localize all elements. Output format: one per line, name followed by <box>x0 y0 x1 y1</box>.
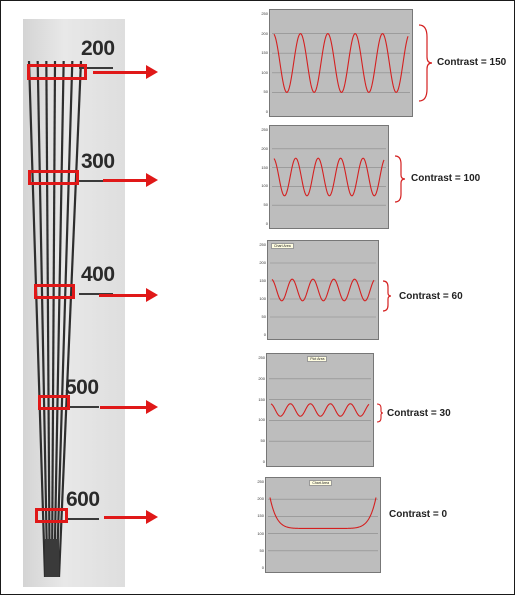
brace-100 <box>394 155 406 203</box>
resolution-label-400: 400 <box>81 263 115 286</box>
chart-area-tag: Chart Area <box>271 243 294 249</box>
y-tick-label: 200 <box>261 145 268 151</box>
chart-area-tag: Plot Area <box>307 356 328 362</box>
y-tick-label: 150 <box>261 164 268 170</box>
y-tick-label: 50 <box>259 547 264 553</box>
arrow-head <box>146 510 158 524</box>
profile-plot-contrast-60: 250 200 150 100 50 0 Chart Area <box>259 240 379 340</box>
label-underline <box>65 518 99 520</box>
y-tick-label: 100 <box>257 530 264 536</box>
contrast-label-150: Contrast = 150 <box>437 57 507 68</box>
arrow-shaft <box>93 71 147 74</box>
y-tick-label: 50 <box>260 438 265 444</box>
roi-box-200 <box>27 64 87 80</box>
roi-box-300 <box>28 170 79 185</box>
y-tick-label: 150 <box>259 278 266 283</box>
y-tick-label: 250 <box>261 11 268 16</box>
y-tick-label: 100 <box>261 183 268 189</box>
plot-svg <box>272 148 386 206</box>
y-tick-label: 50 <box>261 314 266 319</box>
contrast-label-60: Contrast = 60 <box>399 291 463 302</box>
y-tick-label: 0 <box>265 109 268 114</box>
arrow-shaft <box>103 179 147 182</box>
intensity-profile-line <box>270 403 370 417</box>
y-tick-label: 250 <box>257 479 264 484</box>
arrow-head <box>146 173 158 187</box>
contrast-label-100: Contrast = 100 <box>411 173 481 184</box>
arrow-shaft <box>100 406 147 409</box>
resolution-label-600: 600 <box>66 488 100 511</box>
y-tick-label: 150 <box>257 513 264 519</box>
brace-60 <box>382 280 392 312</box>
resolution-label-500: 500 <box>65 376 99 399</box>
y-tick-label: 50 <box>263 89 268 95</box>
y-tick-label: 0 <box>261 565 264 570</box>
intensity-profile-line <box>273 157 385 197</box>
profile-plot-contrast-30: 250 200 150 100 50 0 Plot Area <box>258 353 374 467</box>
y-tick-label: 150 <box>261 50 268 56</box>
y-tick-label: 50 <box>263 202 268 208</box>
arrow-shaft <box>99 294 147 297</box>
label-underline <box>65 406 99 408</box>
wedge-line <box>53 60 65 578</box>
y-tick-label: 200 <box>259 260 266 265</box>
wedge-line <box>45 60 51 578</box>
roi-box-600 <box>35 508 68 523</box>
brace-150 <box>418 24 433 102</box>
y-tick-label: 250 <box>261 127 268 132</box>
intensity-profile-line <box>269 497 377 529</box>
intensity-profile-line <box>271 278 375 302</box>
plot-svg <box>272 32 410 94</box>
wedge-line <box>27 60 47 578</box>
brace-30 <box>376 403 384 423</box>
roi-box-400 <box>34 284 75 299</box>
resolution-label-200: 200 <box>81 37 115 60</box>
contrast-label-30: Contrast = 30 <box>387 408 451 419</box>
label-underline <box>79 180 113 182</box>
profile-plot-contrast-100: 250 200 150 100 50 0 <box>261 125 389 229</box>
plot-svg <box>270 262 376 318</box>
y-tick-label: 150 <box>258 396 265 402</box>
resolution-label-300: 300 <box>81 150 115 173</box>
y-tick-label: 250 <box>258 355 265 360</box>
label-underline <box>79 67 113 69</box>
arrow-head <box>146 288 158 302</box>
y-tick-label: 100 <box>261 69 268 75</box>
y-tick-label: 0 <box>263 332 266 337</box>
arrow-head <box>146 400 158 414</box>
line-pair-wedge <box>27 60 83 578</box>
wedge-merge <box>45 539 59 577</box>
y-tick-label: 200 <box>258 375 265 381</box>
wedge-line <box>36 60 49 578</box>
plot-svg <box>268 497 378 552</box>
arrow-shaft <box>104 516 147 519</box>
y-tick-label: 250 <box>259 242 266 247</box>
y-tick-label: 200 <box>257 496 264 502</box>
wedge-line <box>57 60 83 578</box>
y-tick-label: 200 <box>261 30 268 36</box>
y-tick-label: 0 <box>265 221 268 226</box>
arrow-head <box>146 65 158 79</box>
intensity-profile-line <box>273 32 409 94</box>
wedge-line <box>55 60 74 578</box>
label-underline <box>79 293 113 295</box>
profile-plot-contrast-150: 250 200 150 100 50 0 <box>261 9 413 117</box>
contrast-label-0: Contrast = 0 <box>389 509 448 520</box>
profile-plot-contrast-0: 250 200 150 100 50 0 Chart Area <box>257 477 381 573</box>
roi-box-500 <box>38 395 70 410</box>
y-tick-label: 100 <box>259 296 266 301</box>
resolution-wedge-panel <box>23 19 125 587</box>
plot-svg <box>269 378 371 442</box>
chart-area-tag: Chart Area <box>309 480 333 486</box>
wedge-line <box>50 60 57 578</box>
y-tick-label: 100 <box>258 417 265 423</box>
y-tick-label: 0 <box>262 459 265 464</box>
